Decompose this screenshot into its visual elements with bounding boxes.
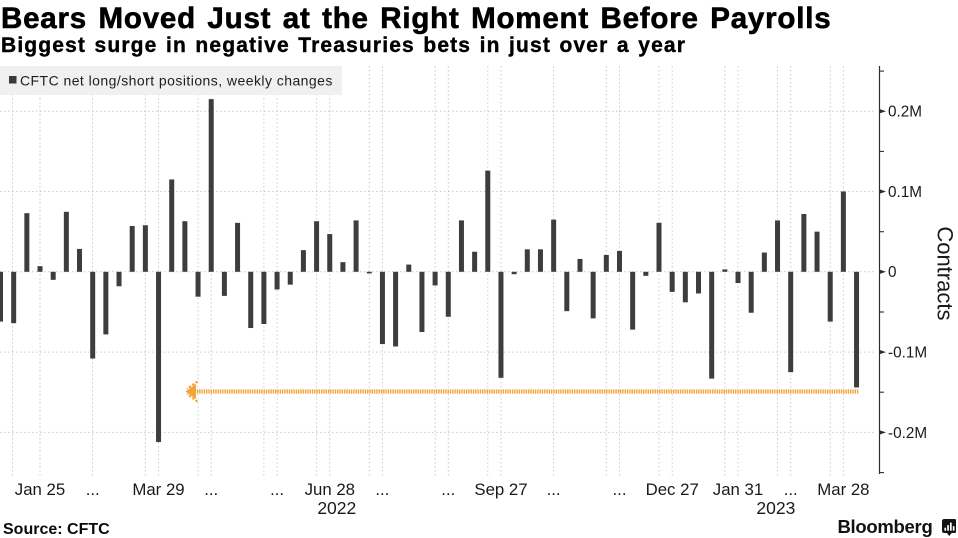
svg-text:...: ...: [547, 480, 561, 499]
svg-text:...: ...: [86, 480, 100, 499]
svg-text:...: ...: [613, 480, 627, 499]
svg-text:Mar 29: Mar 29: [132, 480, 184, 499]
svg-text:Mar 28: Mar 28: [817, 480, 869, 499]
svg-text:0.1M: 0.1M: [888, 184, 922, 201]
svg-text:Jan 25: Jan 25: [15, 480, 65, 499]
svg-text:...: ...: [204, 480, 218, 499]
svg-text:...: ...: [784, 480, 798, 499]
svg-text:Jan 31: Jan 31: [713, 480, 763, 499]
svg-text:CFTC net long/short positions,: CFTC net long/short positions, weekly ch…: [20, 73, 333, 89]
svg-text:-0.1M: -0.1M: [888, 345, 927, 362]
svg-text:Jun 28: Jun 28: [305, 480, 355, 499]
svg-text:0.2M: 0.2M: [888, 104, 922, 121]
svg-text:...: ...: [270, 480, 284, 499]
svg-text:2022: 2022: [317, 498, 356, 518]
svg-text:...: ...: [441, 480, 455, 499]
svg-text:...: ...: [375, 480, 389, 499]
svg-text:Dec 27: Dec 27: [646, 480, 699, 499]
svg-text:0: 0: [888, 264, 897, 281]
svg-text:-0.2M: -0.2M: [888, 425, 927, 442]
svg-text:Contracts: Contracts: [933, 226, 958, 320]
svg-text:2023: 2023: [756, 498, 795, 518]
svg-text:Sep 27: Sep 27: [474, 480, 527, 499]
